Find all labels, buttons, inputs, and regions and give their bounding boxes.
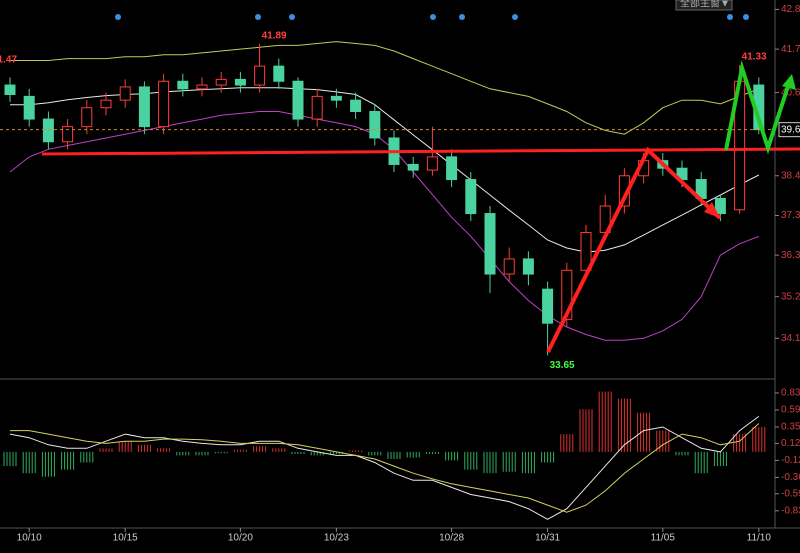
high-annotation: 41.89	[262, 30, 287, 41]
y-tick-label: 36.30	[781, 250, 800, 261]
candle-body	[369, 111, 381, 139]
x-tick-label: 10/20	[228, 533, 253, 544]
candle-body	[465, 179, 477, 215]
y-tick-label: 40.6	[781, 87, 800, 98]
indicator-line	[10, 41, 759, 135]
arrow-head	[782, 74, 796, 90]
candle-body	[234, 78, 246, 86]
event-dot	[289, 14, 295, 20]
low-annotation: 33.65	[550, 360, 575, 371]
y-tick-label: 42.8	[781, 4, 800, 15]
support-line	[41, 147, 800, 156]
y-tick-label: 41.75	[781, 44, 800, 55]
y-tick-label: -0.83	[781, 505, 800, 516]
event-dot	[255, 14, 261, 20]
candle-body	[446, 156, 458, 181]
y-tick-label: -0.36	[781, 472, 800, 483]
candle-body	[522, 258, 534, 275]
candle-body	[542, 288, 554, 324]
y-tick-label: 35.2	[781, 291, 800, 302]
x-tick-label: 10/15	[113, 533, 138, 544]
edge-annotation: 41.47	[0, 54, 17, 65]
candle-body	[503, 258, 515, 275]
green-zigzag	[724, 60, 792, 155]
y-tick-label: 34.10	[781, 333, 800, 344]
high-annotation: 41.33	[742, 52, 767, 63]
candle-body	[311, 95, 323, 120]
macd-line	[10, 423, 760, 513]
candle-body	[196, 84, 208, 90]
candle-body	[350, 99, 362, 113]
candle-body	[23, 95, 35, 120]
candle-body	[330, 95, 342, 101]
candle-body	[177, 80, 189, 90]
y-tick-label: 0.59	[781, 405, 800, 416]
macd-line	[9, 415, 760, 520]
event-dot	[743, 14, 749, 20]
candle-body	[254, 65, 266, 86]
last-price-label: 39.6	[781, 124, 800, 135]
toolbar-label[interactable]: 全部主窗▼	[680, 0, 730, 10]
candle-body	[158, 80, 170, 128]
x-tick-label: 10/28	[439, 533, 464, 544]
candle-body	[138, 86, 150, 128]
candle-body	[42, 118, 54, 143]
last-price-box	[778, 122, 800, 138]
arrow-head	[704, 202, 720, 218]
candle-body	[4, 84, 16, 96]
candle-body	[561, 269, 573, 320]
x-tick-label: 11/10	[747, 533, 772, 544]
x-tick-label: 10/10	[17, 533, 42, 544]
event-dot	[727, 14, 733, 20]
event-dot	[512, 14, 518, 20]
indicator-line	[9, 111, 759, 341]
x-tick-label: 11/05	[651, 533, 676, 544]
candle-body	[100, 99, 112, 109]
y-tick-label: 38.4	[781, 170, 800, 181]
red-zigzag	[546, 146, 722, 353]
candle-body	[215, 78, 227, 86]
y-tick-label: 0.83	[781, 388, 800, 399]
y-tick-label: 0.35	[781, 422, 800, 433]
candle-body	[484, 213, 496, 275]
x-tick-label: 10/31	[535, 533, 560, 544]
event-dot	[430, 14, 436, 20]
y-tick-label: -0.12	[781, 455, 800, 466]
candle-body	[714, 197, 726, 215]
candle-body	[81, 107, 93, 128]
candle-body	[580, 231, 592, 271]
event-dot	[115, 14, 121, 20]
candle-body	[292, 80, 304, 120]
drawn-trendlines	[41, 60, 800, 353]
y-tick-label: -0.59	[781, 488, 800, 499]
candle-body	[407, 163, 419, 171]
y-tick-label: 37.35	[781, 210, 800, 221]
event-dot	[459, 14, 465, 20]
candle-body	[119, 86, 131, 101]
toolbar-button[interactable]	[675, 0, 733, 11]
indicator-line	[10, 87, 760, 253]
candle-body	[62, 126, 74, 143]
y-tick-label: 0.12	[781, 438, 800, 449]
candle-body	[273, 65, 285, 82]
candle-body	[426, 156, 438, 171]
event-markers	[115, 14, 749, 20]
x-tick-label: 10/23	[324, 533, 349, 544]
